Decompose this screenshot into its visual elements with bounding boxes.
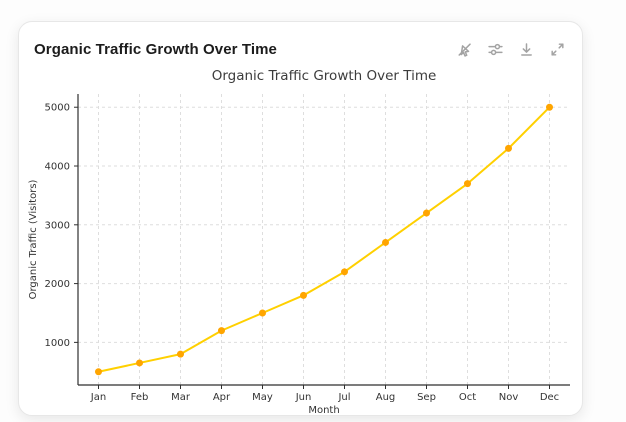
data-point[interactable] (136, 359, 143, 367)
data-point[interactable] (177, 350, 184, 358)
chart-card: Organic Traffic Growth Over Time (18, 21, 583, 416)
x-tick-label: Dec (540, 392, 559, 403)
x-tick-label: Mar (171, 392, 191, 403)
data-point[interactable] (300, 291, 307, 299)
card-header: Organic Traffic Growth Over Time (19, 22, 582, 62)
x-tick-label: Aug (376, 392, 396, 403)
data-point[interactable] (95, 368, 102, 376)
chart-title: Organic Traffic Growth Over Time (212, 68, 437, 84)
data-line (98, 106, 551, 373)
card-toolbar (455, 40, 566, 58)
x-tick-label: Sep (417, 392, 436, 403)
traffic-line-chart[interactable]: 1000 2000 3000 4000 5000 Jan Feb Mar Apr May Jun Ju… (19, 62, 584, 415)
data-point[interactable] (423, 209, 430, 217)
y-tick-label: 3000 (45, 220, 70, 231)
data-point[interactable] (464, 180, 471, 188)
data-point[interactable] (382, 238, 389, 246)
download-icon[interactable] (517, 40, 535, 58)
data-point[interactable] (546, 103, 553, 111)
data-point[interactable] (218, 327, 225, 335)
x-tick-label: Feb (131, 392, 149, 403)
pointer-off-icon[interactable] (455, 40, 473, 58)
y-tick-label: 1000 (45, 338, 70, 349)
x-tick-label: Jun (295, 392, 312, 403)
x-tick-label: Jul (337, 392, 350, 403)
data-point[interactable] (505, 144, 512, 152)
x-tick-label: Nov (499, 392, 519, 403)
x-axis-label: Month (308, 405, 339, 415)
y-axis-label: Organic Traffic (Visitors) (28, 179, 39, 299)
y-tick-label: 5000 (45, 103, 70, 114)
y-tick-label: 4000 (45, 162, 70, 173)
y-tick-label: 2000 (45, 279, 70, 290)
x-tick-label: May (252, 392, 273, 403)
card-title: Organic Traffic Growth Over Time (34, 40, 277, 58)
x-tick-label: Jan (90, 392, 106, 403)
sliders-icon[interactable] (486, 40, 504, 58)
data-point[interactable] (341, 268, 348, 276)
x-tick-label: Apr (213, 392, 231, 403)
x-tick-label: Oct (459, 392, 476, 403)
data-point[interactable] (259, 309, 266, 317)
expand-icon[interactable] (548, 40, 566, 58)
